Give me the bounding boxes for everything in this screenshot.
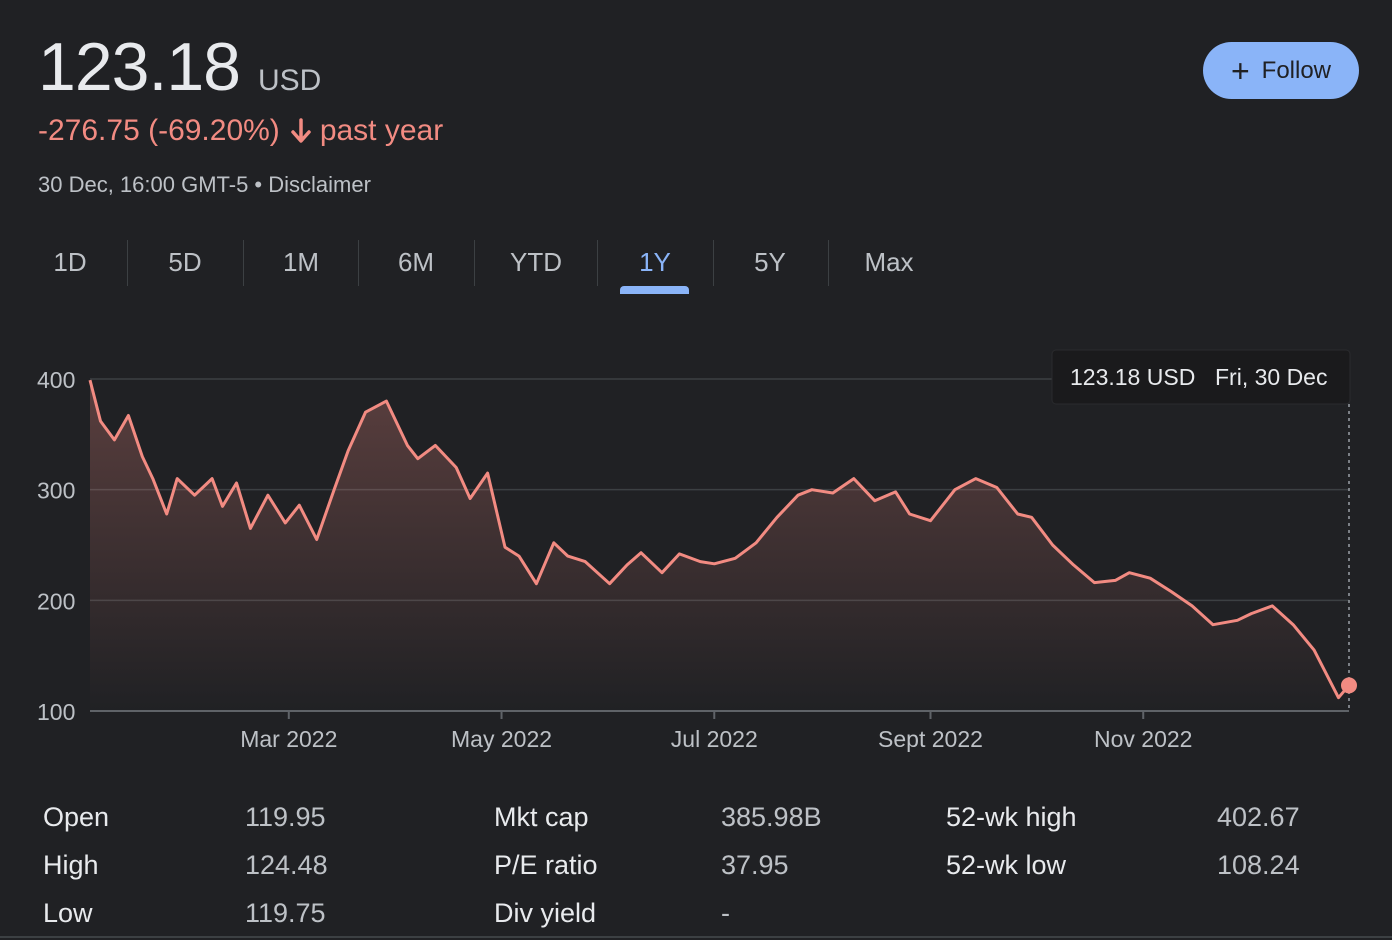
tab-1d[interactable]: 1D (53, 246, 87, 277)
x-tick-label: Sept 2022 (878, 726, 983, 752)
stat-52wk-low-label: 52-wk low (946, 850, 1067, 880)
tab-divider (474, 240, 475, 286)
change-amount: -276.75 (-69.20%) (38, 114, 280, 147)
price-area (90, 380, 1349, 711)
stat-high-value: 124.48 (245, 850, 328, 880)
tab-divider (713, 240, 714, 286)
stat-mktcap-label: Mkt cap (494, 802, 589, 832)
tab-1m[interactable]: 1M (282, 246, 320, 277)
follow-button[interactable]: + Follow (1203, 42, 1359, 99)
active-tab-indicator (620, 286, 689, 294)
y-tick-label: 300 (37, 478, 75, 504)
range-tabs: 1D 5D 1M 6M YTD 1Y 5Y Max (0, 232, 940, 296)
y-tick-label: 100 (37, 699, 75, 725)
tab-divider (597, 240, 598, 286)
arrow-down-icon (291, 118, 311, 143)
follow-label: Follow (1261, 56, 1332, 84)
y-tick-label: 200 (37, 588, 75, 614)
x-tick-label: Nov 2022 (1094, 726, 1192, 752)
currency-label: USD (257, 64, 322, 97)
tab-divider (243, 240, 244, 286)
tab-divider (358, 240, 359, 286)
tab-max[interactable]: Max (864, 246, 914, 277)
stat-mktcap-value: 385.98B (721, 802, 822, 832)
tooltip-price: 123.18 USD (1070, 364, 1195, 390)
tab-ytd[interactable]: YTD (510, 246, 562, 277)
tab-divider (127, 240, 128, 286)
stat-high-label: High (43, 850, 99, 880)
price-line (88, 379, 1351, 700)
tab-6m[interactable]: 6M (397, 246, 435, 277)
stat-pe-label: P/E ratio (494, 850, 598, 880)
price-header: 123.18 USD (38, 28, 321, 106)
x-tick-label: Mar 2022 (240, 726, 337, 752)
stat-52wk-high-value: 402.67 (1217, 802, 1300, 832)
chart-tooltip: 123.18 USD Fri, 30 Dec (1051, 349, 1351, 405)
stat-pe-value: 37.95 (721, 850, 789, 880)
y-tick-label: 400 (37, 367, 75, 393)
plus-icon: + (1230, 52, 1250, 89)
current-price: 123.18 (38, 29, 241, 105)
x-tick-label: May 2022 (451, 726, 552, 752)
stat-low-value: 119.75 (245, 898, 326, 928)
stat-52wk-low-value: 108.24 (1217, 850, 1300, 880)
tab-1y[interactable]: 1Y (639, 246, 671, 277)
stat-low-label: Low (43, 898, 93, 928)
x-tick-label: Jul 2022 (671, 726, 758, 752)
stat-52wk-high-label: 52-wk high (946, 802, 1077, 832)
price-change: -276.75 (-69.20%) past year (38, 114, 443, 148)
tab-5d[interactable]: 5D (168, 246, 202, 277)
tab-5y[interactable]: 5Y (754, 246, 786, 277)
key-stats: Open 119.95 High 124.48 Low 119.75 Mkt c… (0, 790, 1392, 940)
price-chart[interactable]: 100 200 300 400 Mar 2022 May 2022 Jul 2022 Sept… (0, 340, 1392, 760)
change-period: past year (319, 114, 444, 147)
last-price-marker (1341, 677, 1357, 694)
stat-divyield-label: Div yield (494, 898, 597, 928)
tab-divider (828, 240, 829, 286)
divider (0, 936, 1392, 938)
stat-open-label: Open (43, 802, 110, 832)
quote-timestamp[interactable]: 30 Dec, 16:00 GMT-5 • Disclaimer (38, 172, 371, 197)
stat-open-value: 119.95 (245, 802, 326, 832)
stat-divyield-value: - (721, 898, 730, 928)
tooltip-date: Fri, 30 Dec (1215, 364, 1327, 390)
